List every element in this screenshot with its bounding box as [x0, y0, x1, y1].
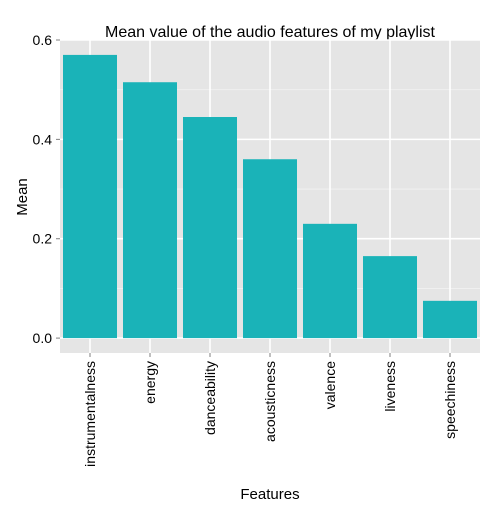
y-tick-label: 0.4 [33, 131, 53, 147]
y-tick-label: 0.0 [33, 330, 53, 346]
bar-liveness [363, 256, 417, 339]
chart-title: Mean value of the audio features of my p… [105, 24, 436, 41]
y-axis-label: Mean [14, 178, 31, 216]
y-axis: 0.0 0.2 0.4 0.6 [33, 32, 60, 346]
bar-speechiness [423, 300, 477, 339]
bar-danceability [183, 117, 237, 339]
x-axis: instrumentalness energy danceability acoust… [82, 353, 458, 467]
bar-instrumentalness [63, 54, 117, 339]
x-tick-label: instrumentalness [82, 361, 98, 467]
y-tick-label: 0.6 [33, 32, 53, 48]
x-tick-label: danceability [202, 361, 218, 435]
x-tick-label: speechiness [442, 361, 458, 439]
bars [63, 54, 477, 339]
x-tick-label: energy [142, 361, 158, 404]
y-tick-label: 0.2 [33, 231, 53, 247]
x-tick-label: liveness [382, 361, 398, 412]
bar-energy [123, 82, 177, 339]
x-axis-label: Features [240, 486, 299, 503]
x-tick-label: valence [322, 361, 338, 409]
x-tick-label: acousticness [262, 361, 278, 442]
bar-acousticness [243, 159, 297, 339]
bar-valence [303, 223, 357, 339]
